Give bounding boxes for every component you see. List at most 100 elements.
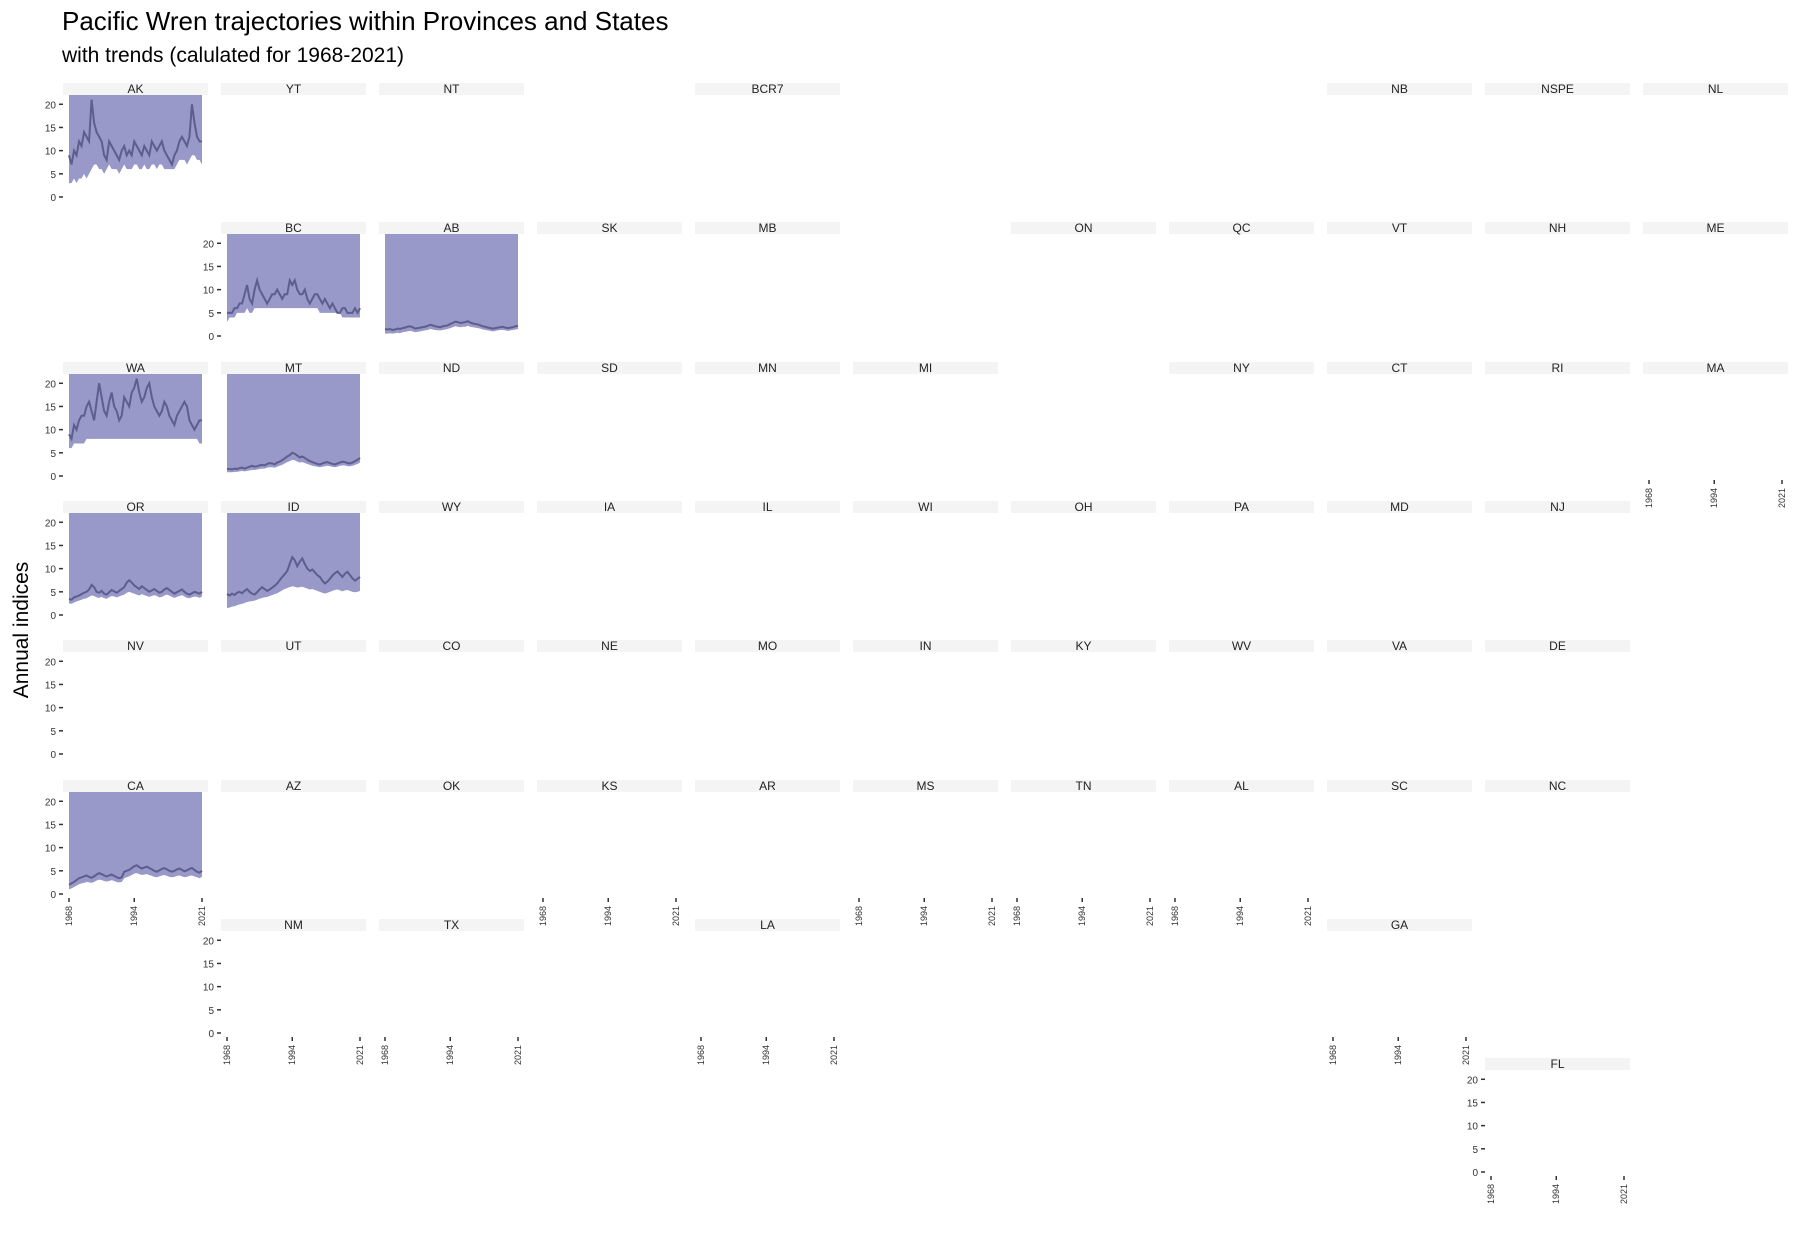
- y-tick-label: 0: [50, 472, 56, 483]
- index-line: [227, 451, 361, 471]
- x-tick-label: 1994: [761, 1045, 771, 1065]
- panel-label: IN: [920, 639, 932, 653]
- panel-strip: [1327, 222, 1472, 234]
- x-tick-label: 2021: [513, 1045, 523, 1065]
- panel-strip: [221, 780, 366, 792]
- panel-strip: [1327, 362, 1472, 374]
- x-tick-label: 2021: [671, 906, 681, 926]
- panel-strip: [537, 780, 682, 792]
- panel-strip: [1485, 83, 1630, 95]
- x-tick-label: 2021: [197, 906, 207, 926]
- panel-strip: [695, 780, 840, 792]
- panel-al: AL 1968 1994 2021: [1169, 779, 1314, 926]
- panel-in: IN: [853, 639, 998, 653]
- panel-strip: [1485, 1058, 1630, 1070]
- panel-strip: [695, 640, 840, 652]
- y-tick-label: 20: [203, 239, 215, 250]
- y-tick-label: 10: [45, 426, 57, 437]
- panel-co: CO: [379, 639, 524, 653]
- panel-ok: OK: [379, 779, 524, 793]
- panel-sk: SK: [537, 221, 682, 235]
- y-tick-label: 20: [45, 657, 57, 668]
- panel-strip: [1327, 640, 1472, 652]
- y-tick-label: 20: [45, 379, 57, 390]
- y-tick-label: 0: [50, 890, 56, 901]
- panel-strip: [695, 362, 840, 374]
- panel-label: NL: [1708, 82, 1724, 96]
- x-tick-label: 1968: [538, 906, 548, 926]
- credible-band: [69, 95, 202, 184]
- x-tick-label: 2021: [1145, 906, 1155, 926]
- credible-band: [69, 374, 202, 449]
- panel-strip: [1485, 501, 1630, 513]
- panel-label: VT: [1392, 221, 1408, 235]
- panel-label: NY: [1233, 361, 1250, 375]
- panel-qc: QC: [1169, 221, 1314, 235]
- panel-label: AZ: [286, 779, 301, 793]
- panel-label: NJ: [1550, 500, 1565, 514]
- x-tick-label: 1968: [380, 1045, 390, 1065]
- panel-label: CA: [127, 779, 144, 793]
- y-tick-label: 15: [45, 541, 57, 552]
- panel-label: SK: [601, 221, 617, 235]
- panel-strip: [1011, 780, 1156, 792]
- panel-strip: [537, 362, 682, 374]
- panel-nspe: NSPE: [1485, 82, 1630, 96]
- x-tick-label: 2021: [1777, 488, 1787, 508]
- panel-label: NC: [1549, 779, 1567, 793]
- y-tick-label: 15: [1467, 1098, 1479, 1109]
- y-tick-label: 10: [45, 147, 57, 158]
- panel-strip: [221, 501, 366, 513]
- panel-oh: OH: [1011, 500, 1156, 514]
- panel-id: ID: [221, 500, 366, 609]
- panel-ms: MS 1968 1994 2021: [853, 779, 998, 926]
- y-tick-label: 10: [45, 704, 57, 715]
- panel-label: NT: [444, 82, 461, 96]
- panel-label: MI: [919, 361, 932, 375]
- y-tick-label: 15: [45, 402, 57, 413]
- panel-ne: NE: [537, 639, 682, 653]
- panel-ga: GA 1968 1994 2021: [1327, 918, 1472, 1065]
- x-tick-label: 1994: [129, 906, 139, 926]
- y-tick-label: 20: [45, 518, 57, 529]
- panel-strip: [1643, 362, 1788, 374]
- credible-band: [69, 513, 202, 604]
- x-tick-label: 1994: [1709, 488, 1719, 508]
- x-tick-label: 1968: [64, 906, 74, 926]
- x-tick-label: 1994: [445, 1045, 455, 1065]
- panel-label: MB: [759, 221, 777, 235]
- index-line: [384, 320, 519, 332]
- panel-label: ND: [443, 361, 461, 375]
- panel-label: BCR7: [751, 82, 783, 96]
- panel-mo: MO: [695, 639, 840, 653]
- panel-strip: [695, 83, 840, 95]
- panel-yt: YT: [221, 82, 366, 96]
- panel-mt: MT: [221, 361, 366, 473]
- y-axis-label: Annual indices: [10, 562, 33, 699]
- panel-strip: [695, 919, 840, 931]
- panel-label: GA: [1391, 918, 1408, 932]
- y-tick-label: 15: [203, 262, 215, 273]
- panel-strip: [379, 640, 524, 652]
- y-tick-label: 15: [45, 820, 57, 831]
- credible-band: [227, 374, 360, 473]
- panel-strip: [1011, 222, 1156, 234]
- panel-label: TN: [1076, 779, 1092, 793]
- y-tick-label: 5: [50, 588, 56, 599]
- panel-strip: [1011, 640, 1156, 652]
- panel-strip: [1643, 83, 1788, 95]
- y-tick-label: 10: [203, 286, 215, 297]
- x-tick-label: 1968: [1170, 906, 1180, 926]
- panel-strip: [1169, 362, 1314, 374]
- panel-strip: [379, 919, 524, 931]
- panel-on: ON: [1011, 221, 1156, 235]
- panel-ny: NY: [1169, 361, 1314, 375]
- panel-strip: [1169, 222, 1314, 234]
- x-tick-label: 1994: [287, 1045, 297, 1065]
- panel-strip: [379, 501, 524, 513]
- panel-label: PA: [1234, 500, 1249, 514]
- panel-ar: AR: [695, 779, 840, 793]
- x-tick-label: 2021: [1303, 906, 1313, 926]
- panel-strip: [379, 362, 524, 374]
- x-tick-label: 1994: [1551, 1184, 1561, 1204]
